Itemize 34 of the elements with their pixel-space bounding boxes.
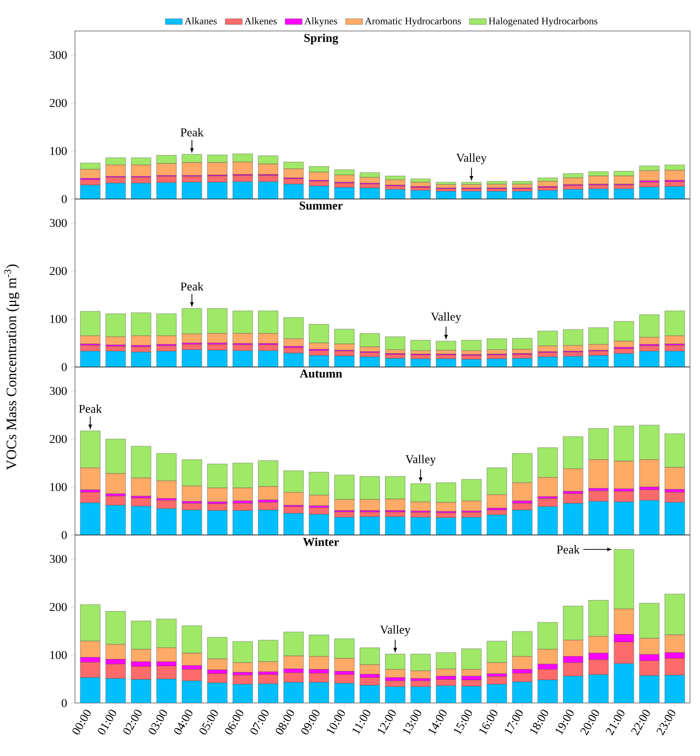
y-tick-label: 200 [50, 266, 67, 276]
annotation: Valley [430, 312, 462, 324]
chart-title: Spring [304, 34, 338, 45]
y-tick-label: 0 [62, 530, 67, 540]
legend-label: Alkanes [184, 17, 217, 24]
annotation: Valley [380, 625, 410, 636]
y-tick-label: 300 [50, 218, 67, 228]
legend-label: Alkenes [244, 17, 277, 24]
y-tick-label: 100 [50, 314, 67, 324]
y-tick-label: 100 [50, 146, 67, 156]
annotation: Peak [556, 545, 580, 554]
y-tick-label: 200 [50, 98, 67, 108]
y-tick-label: 200 [50, 434, 67, 444]
y-tick-label: 0 [62, 362, 67, 372]
annotation: Valley [456, 153, 487, 164]
legend-label: Halogenated Hydrocarbons [488, 17, 598, 26]
chart-title: Summer [300, 202, 343, 210]
y-tick-label: 100 [50, 482, 67, 492]
y-tick-label: 0 [62, 194, 67, 204]
chart-title: Autumn [300, 370, 342, 378]
y-axis-title: VOCs Mass Concentration (μg m$^{-3}$) [4, 264, 20, 470]
chart-title: Winter [303, 538, 339, 546]
y-tick-label: 0 [62, 698, 67, 708]
y-tick-label: 300 [50, 50, 67, 60]
annotation: Valley [405, 454, 436, 466]
legend-label: Aromatic Hydrocarbons [364, 17, 461, 26]
y-tick-label: 300 [50, 386, 67, 396]
annotation: Peak [180, 128, 204, 136]
y-tick-label: 200 [50, 602, 67, 612]
annotation: Peak [78, 404, 102, 413]
y-tick-label: 100 [50, 650, 67, 660]
y-tick-label: 300 [50, 554, 67, 564]
legend-label: Alkynes [304, 17, 338, 26]
annotation: Peak [180, 282, 204, 291]
